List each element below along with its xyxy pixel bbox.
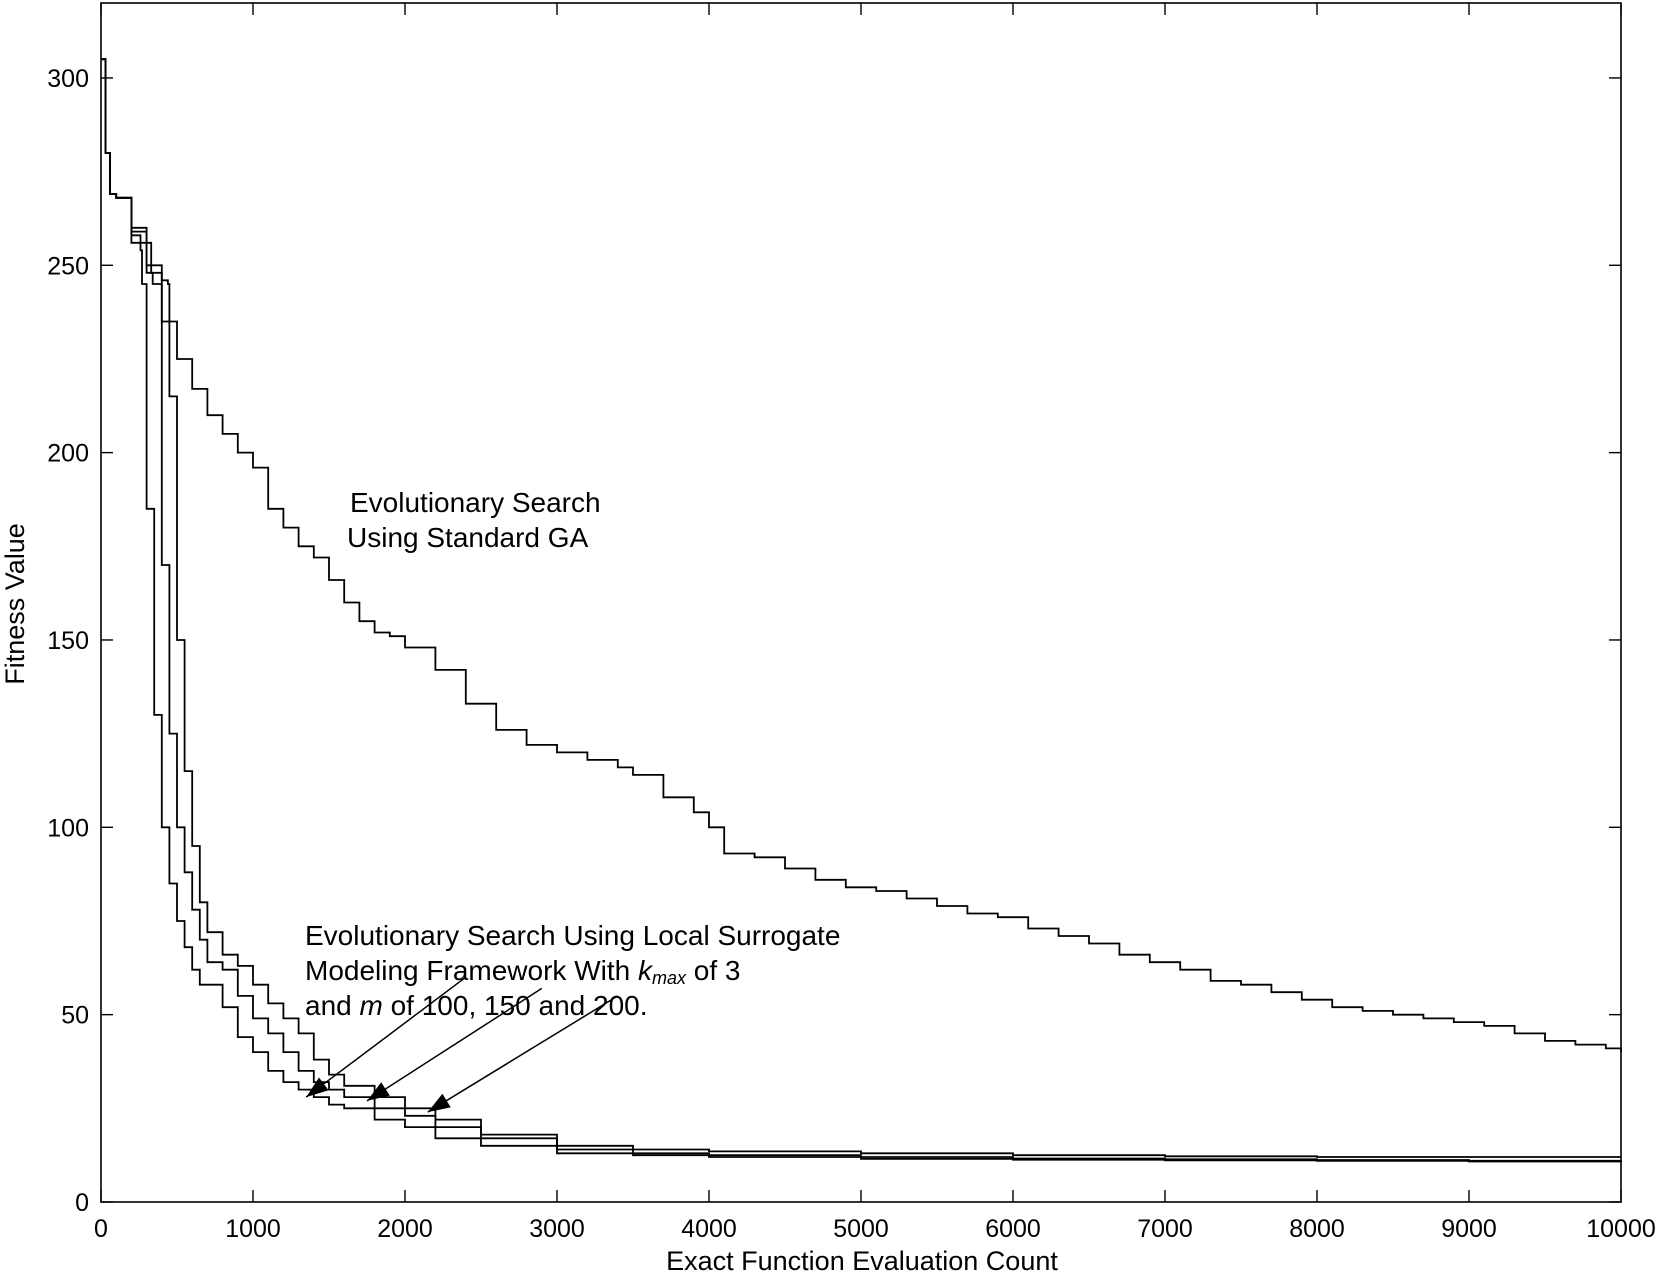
y-tick-label: 100: [47, 814, 89, 842]
x-tick-label: 5000: [833, 1215, 889, 1243]
standard-ga-annotation-line-2: Using Standard GA: [347, 522, 589, 553]
series-lines: [101, 58, 1622, 1163]
x-tick-label: 1000: [225, 1215, 281, 1243]
annotation-arrowhead-2: [367, 1082, 390, 1101]
annotation-arrow-2: [366, 987, 543, 1102]
plot-frame: [100, 2, 1622, 1203]
surrogate-annotation: Evolutionary Search Using Local Surrogat…: [305, 920, 848, 1021]
surrogate-annotation-line-2a: Modeling Framework With: [305, 955, 638, 986]
surrogate-m150-line: [101, 58, 1622, 1162]
surrogate-m200-line: [101, 58, 1621, 1158]
annotation-arrowhead-1: [306, 1077, 329, 1098]
x-tick-label: 3000: [529, 1215, 585, 1243]
surrogate-annotation-line-2b: of 3: [686, 955, 740, 986]
y-tick-label: 150: [47, 627, 89, 655]
surrogate-annotation-max: max: [652, 968, 687, 988]
x-tick-label: 8000: [1289, 1215, 1345, 1243]
y-tick-label: 0: [75, 1189, 89, 1217]
x-tick-label: 0: [94, 1215, 108, 1243]
surrogate-annotation-line-1: Evolutionary Search Using Local Surrogat…: [305, 920, 840, 951]
x-tick-label: 10000: [1586, 1215, 1656, 1243]
x-tick-label: 6000: [985, 1215, 1041, 1243]
y-tick-label: 200: [47, 440, 89, 468]
plot-border: [100, 2, 1622, 1203]
surrogate-m100-line: [101, 58, 1622, 1163]
y-axis-label: Fitness Value: [0, 523, 30, 685]
standard-ga-line: [101, 58, 1622, 1053]
surrogate-annotation-line-3a: and: [305, 990, 360, 1021]
x-axis-ticks: 0 1000 2000 3000 4000 5000 6000 7000 8000 9000 100…: [94, 3, 1656, 1243]
standard-ga-annotation: Evolutionary Search Using Standard GA: [347, 487, 608, 553]
y-tick-label: 250: [47, 252, 89, 280]
surrogate-annotation-m: m: [360, 990, 383, 1021]
x-tick-label: 7000: [1137, 1215, 1193, 1243]
annotation-arrow-1: [305, 976, 467, 1098]
x-axis-label: Exact Function Evaluation Count: [666, 1246, 1058, 1276]
annotation-arrow-3: [427, 995, 619, 1113]
x-tick-label: 9000: [1441, 1215, 1497, 1243]
x-tick-label: 4000: [681, 1215, 737, 1243]
y-tick-label: 50: [61, 1002, 89, 1030]
standard-ga-annotation-line-1: Evolutionary Search: [350, 487, 601, 518]
annotation-arrowhead-3: [427, 1093, 451, 1113]
x-tick-label: 2000: [377, 1215, 433, 1243]
y-axis-ticks: 0 50 100 150 200 250 300: [47, 65, 1621, 1217]
annotation-arrows: [305, 976, 619, 1113]
surrogate-annotation-k: k: [638, 955, 654, 986]
y-tick-label: 300: [47, 65, 89, 93]
